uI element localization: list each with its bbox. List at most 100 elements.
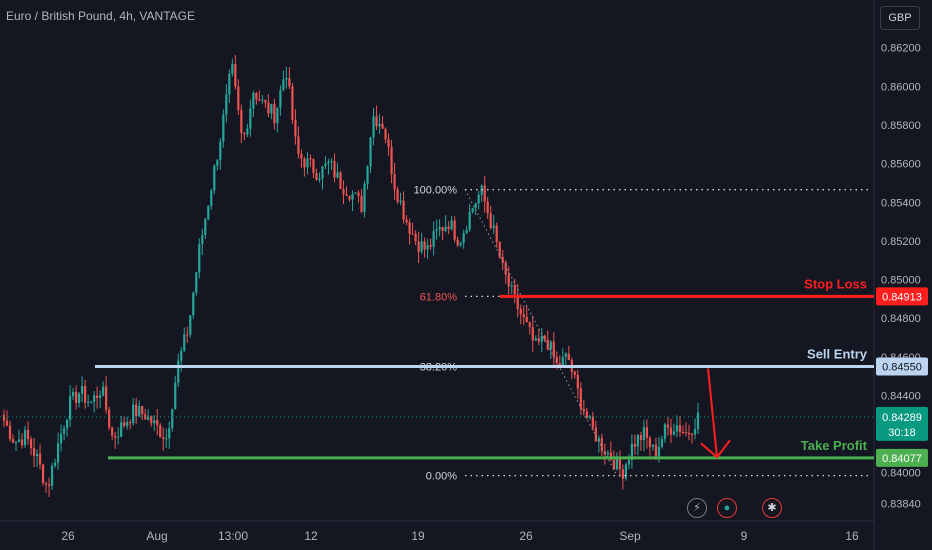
candle-body	[123, 422, 126, 426]
price-tag-label: 0.84077	[882, 453, 922, 465]
candle-body	[471, 208, 474, 212]
candle-body	[8, 425, 12, 440]
candle-body	[198, 244, 201, 273]
candle-body	[96, 395, 99, 398]
candle-body	[84, 386, 87, 403]
candle-body	[357, 192, 360, 197]
candle-body	[591, 416, 594, 428]
candle-body	[555, 356, 558, 364]
candle-body	[156, 420, 159, 426]
candle-body	[633, 443, 637, 447]
uk-flag-event-icon[interactable]: ✱	[762, 498, 782, 518]
candle-body	[567, 353, 570, 361]
candle-body	[399, 200, 402, 202]
candle-body	[456, 239, 459, 246]
candle-body	[210, 190, 213, 206]
projection-arrow-head	[700, 439, 731, 459]
candle-body	[681, 432, 685, 434]
candle-body	[144, 414, 147, 420]
candle-body	[573, 371, 576, 375]
candle-body	[576, 374, 579, 389]
candle-body	[99, 395, 102, 398]
candle-body	[579, 388, 582, 409]
candle-body	[678, 425, 682, 433]
candle-body	[651, 444, 655, 447]
candle-body	[516, 294, 519, 310]
candle-body	[105, 386, 108, 410]
candle-body	[447, 226, 450, 230]
candle-body	[62, 428, 66, 434]
candle-body	[486, 201, 489, 214]
candle-body	[171, 408, 174, 429]
candle-body	[53, 462, 57, 466]
candle-body	[348, 195, 351, 200]
candle-body	[663, 424, 667, 440]
currency-button[interactable]: GBP	[880, 6, 920, 30]
candle-body	[150, 416, 153, 424]
candle-body	[417, 241, 420, 252]
candle-body	[41, 464, 45, 484]
candle-body	[594, 427, 597, 442]
fib-level-label: 100.00%	[414, 185, 458, 197]
candle-body	[627, 460, 631, 465]
candle-body	[363, 183, 366, 212]
x-tick-label: 16	[845, 529, 859, 543]
candle-body	[387, 139, 390, 147]
candle-body	[672, 431, 676, 435]
candle-body	[669, 427, 673, 435]
candle-body	[645, 427, 649, 438]
candle-body	[588, 416, 591, 418]
candle-body	[234, 63, 237, 87]
candle-body	[195, 272, 198, 293]
flash-event-icon[interactable]: ⚡	[687, 498, 707, 518]
fib-level-label: 61.80%	[420, 291, 458, 303]
candle-body	[50, 465, 54, 486]
candle-body	[402, 200, 405, 220]
candle-body	[408, 222, 411, 234]
x-tick-label: Aug	[146, 529, 167, 543]
candle-body	[624, 464, 627, 479]
candle-body	[498, 242, 501, 258]
candle-body	[108, 409, 111, 428]
candle-body	[276, 107, 279, 124]
candle-body	[636, 435, 640, 447]
candle-body	[513, 285, 516, 295]
candle-body	[333, 161, 336, 178]
price-tag	[876, 287, 928, 306]
candle-body	[549, 341, 552, 350]
candle-body	[423, 241, 426, 250]
candle-body	[93, 395, 96, 402]
candle-body	[345, 193, 348, 196]
candle-body	[297, 136, 300, 154]
candle-body	[246, 128, 249, 135]
candle-body	[459, 243, 462, 246]
y-tick-label: 0.84000	[881, 468, 921, 480]
candle-body	[87, 401, 90, 403]
candle-body	[81, 386, 84, 394]
candle-body	[186, 334, 189, 336]
candle-body	[165, 438, 168, 440]
candle-body	[384, 128, 387, 140]
candle-body	[666, 424, 670, 428]
candle-body	[78, 393, 81, 403]
candle-body	[648, 437, 652, 447]
candle-body	[65, 419, 69, 429]
candle-body	[114, 435, 117, 438]
candle-body	[222, 114, 225, 142]
candle-body	[174, 382, 177, 409]
candle-body	[465, 229, 468, 234]
candle-body	[141, 406, 144, 415]
fib-trend-line	[464, 189, 618, 476]
y-tick-label: 0.83840	[881, 499, 921, 511]
candle-body	[609, 452, 612, 461]
y-tick-label: 0.84800	[881, 313, 921, 325]
candle-body	[540, 335, 543, 342]
y-tick-label: 0.85800	[881, 120, 921, 132]
candle-body	[642, 427, 646, 441]
candle-body	[351, 193, 354, 200]
candle-body	[330, 161, 333, 163]
candle-body	[489, 213, 492, 228]
earnings-event-icon[interactable]: ●	[717, 498, 737, 518]
symbol-title[interactable]: Euro / British Pound, 4h, VANTAGE	[6, 9, 195, 23]
